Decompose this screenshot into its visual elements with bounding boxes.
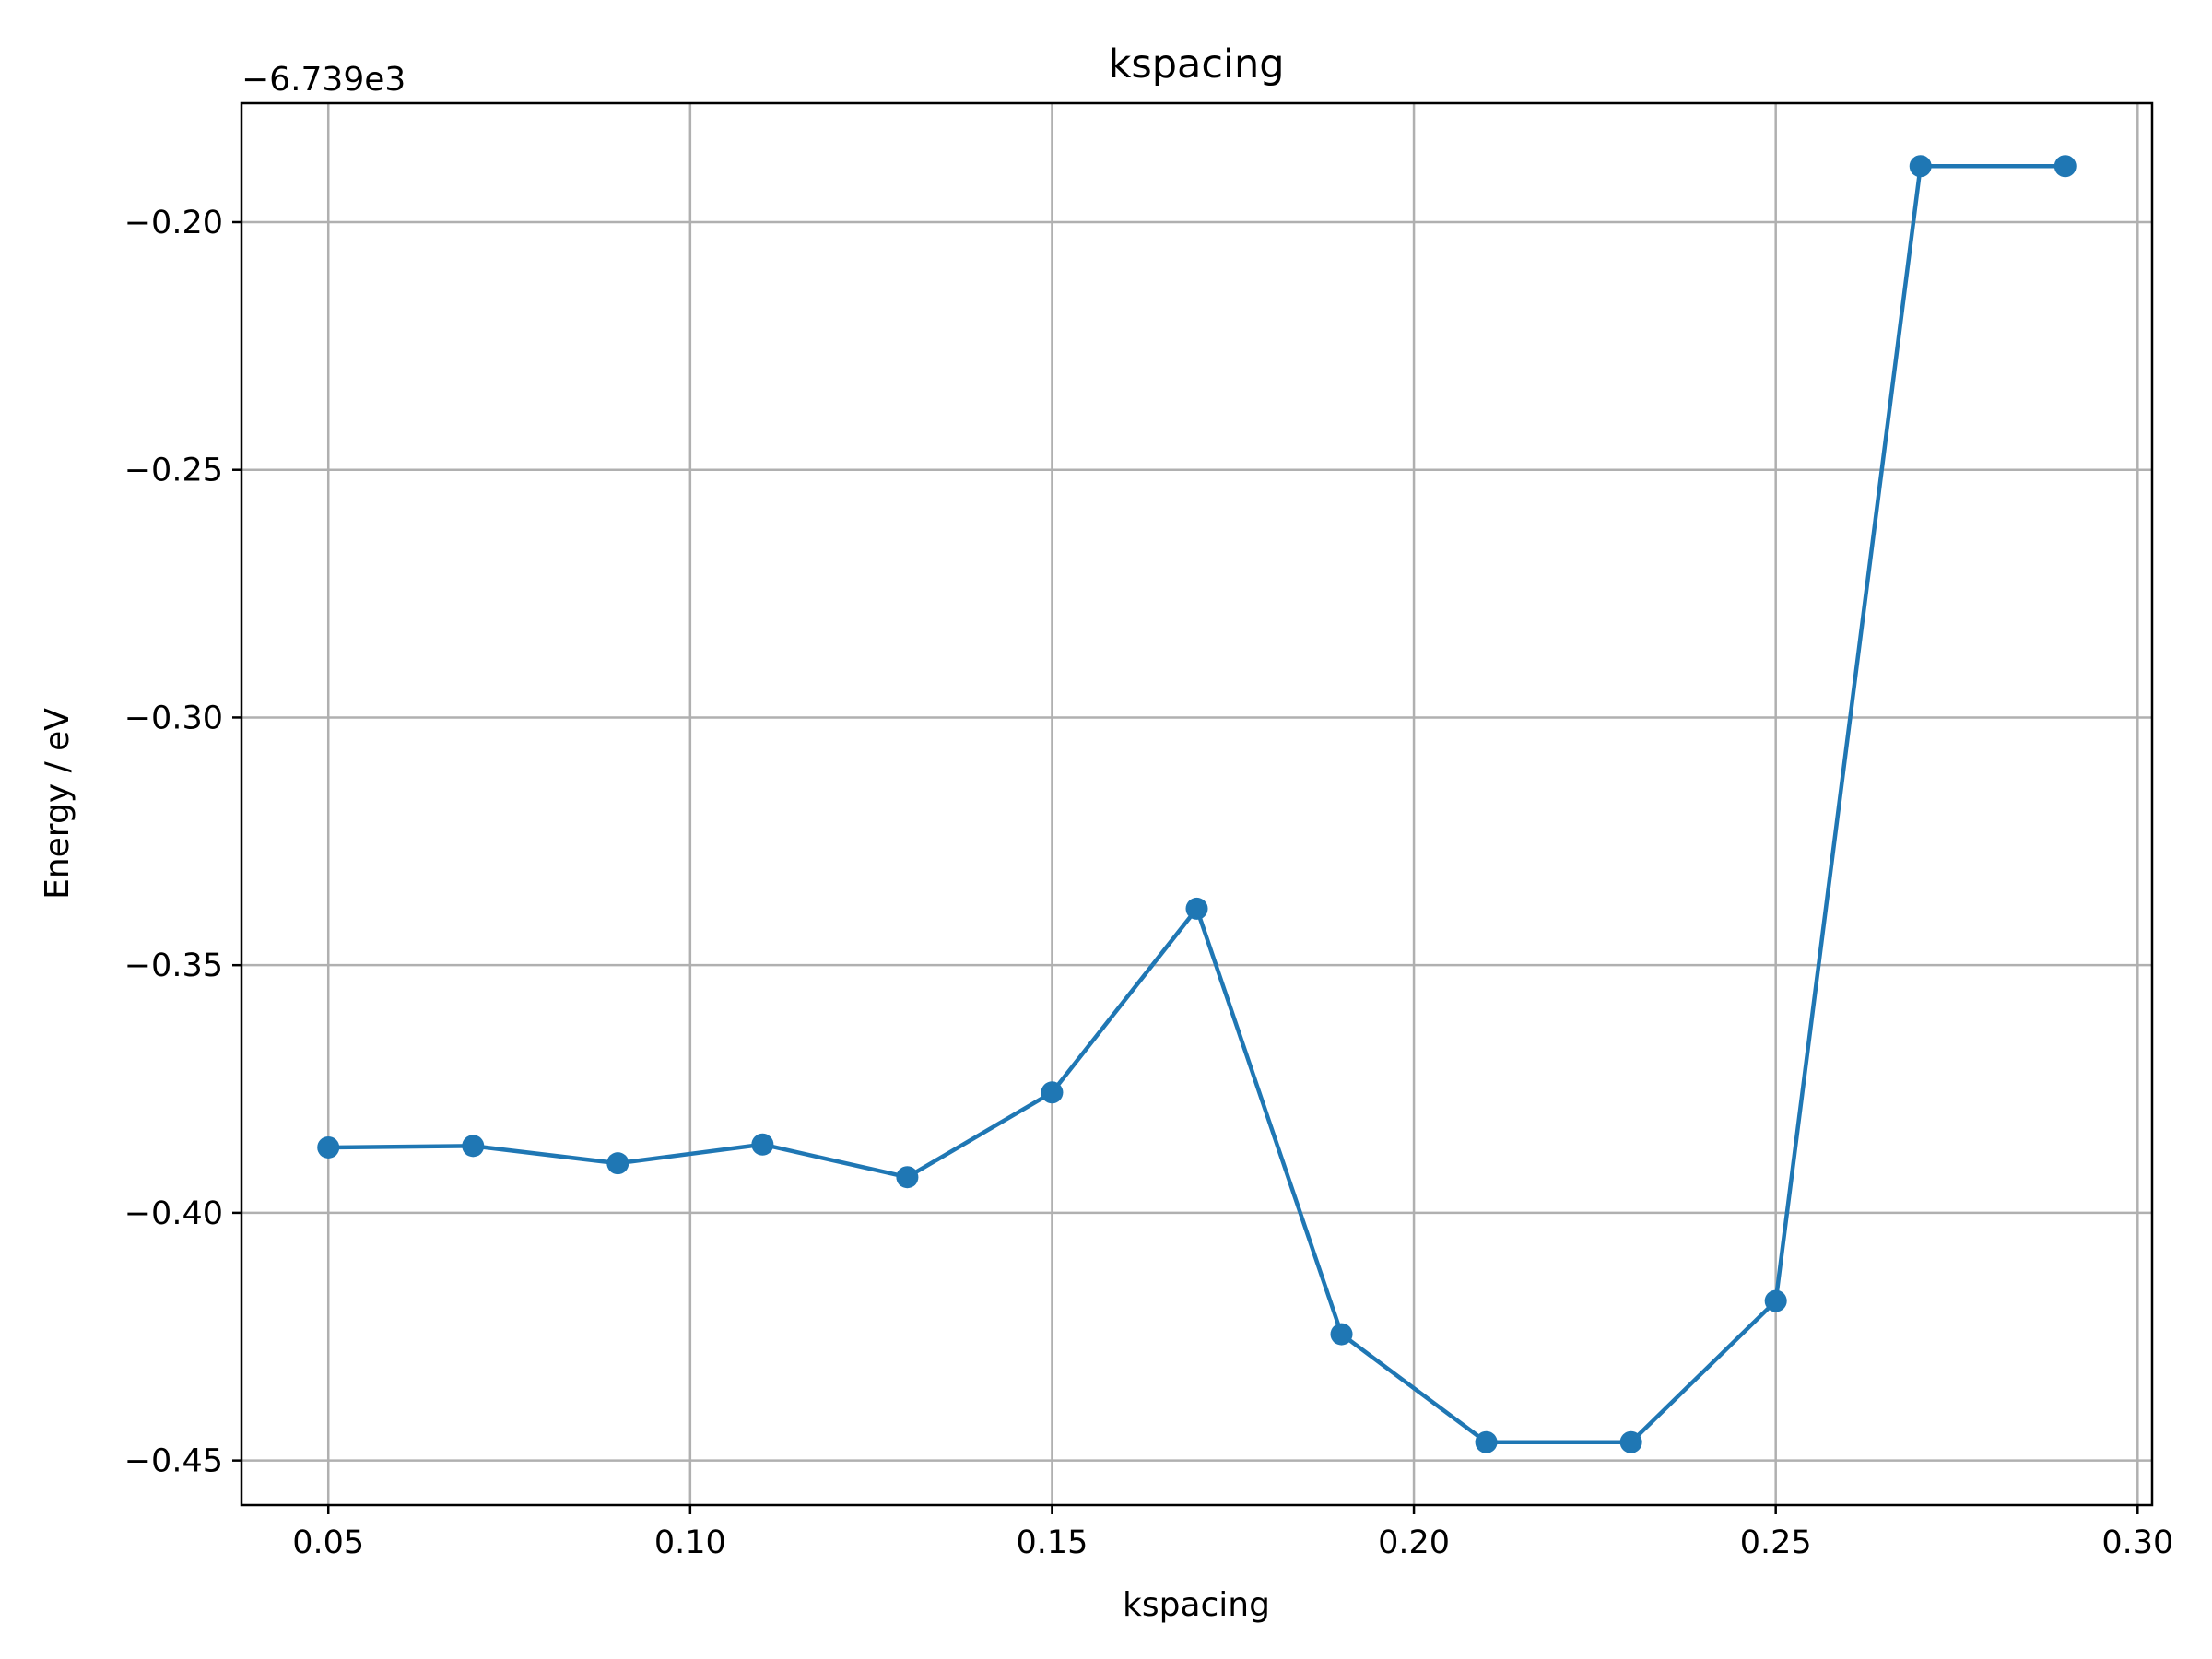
- data-point: [462, 1135, 485, 1158]
- x-tick-label: 0.20: [1378, 1524, 1450, 1561]
- y-offset-text: −6.739e3: [241, 61, 406, 99]
- data-point: [606, 1152, 629, 1175]
- x-tick-label: 0.10: [654, 1524, 726, 1561]
- y-tick-label: −0.40: [124, 1195, 223, 1232]
- data-point: [896, 1166, 919, 1189]
- data-point: [2053, 155, 2077, 178]
- chart-title: kspacing: [1108, 41, 1284, 88]
- x-tick-label: 0.05: [292, 1524, 364, 1561]
- data-point: [1330, 1323, 1353, 1346]
- data-point: [751, 1133, 774, 1156]
- y-tick-label: −0.45: [124, 1443, 223, 1480]
- data-point: [317, 1135, 340, 1159]
- data-point: [1475, 1430, 1498, 1453]
- data-point: [1619, 1430, 1642, 1453]
- data-point: [1909, 155, 1932, 178]
- x-axis-label: kspacing: [1123, 1586, 1270, 1624]
- grid-lines: [241, 103, 2152, 1505]
- y-tick-label: −0.35: [124, 947, 223, 984]
- series-layer: [317, 155, 2077, 1453]
- data-point: [1764, 1289, 1787, 1312]
- plot-frame: [240, 101, 2154, 1507]
- y-tick-label: −0.30: [124, 700, 223, 736]
- x-tick-label: 0.30: [2101, 1524, 2173, 1561]
- data-point: [1185, 897, 1208, 920]
- data-point: [1041, 1081, 1064, 1104]
- y-tick-label: −0.20: [124, 205, 223, 241]
- y-axis-label: Energy / eV: [39, 708, 76, 900]
- y-tick-label: −0.25: [124, 453, 223, 489]
- x-tick-label: 0.25: [1740, 1524, 1812, 1561]
- axis-ticks: 0.05 0.10 0.15 0.20 0.25 0.30 −0.45 −0.40 −0.35 −…: [124, 205, 2174, 1561]
- x-tick-label: 0.15: [1016, 1524, 1088, 1561]
